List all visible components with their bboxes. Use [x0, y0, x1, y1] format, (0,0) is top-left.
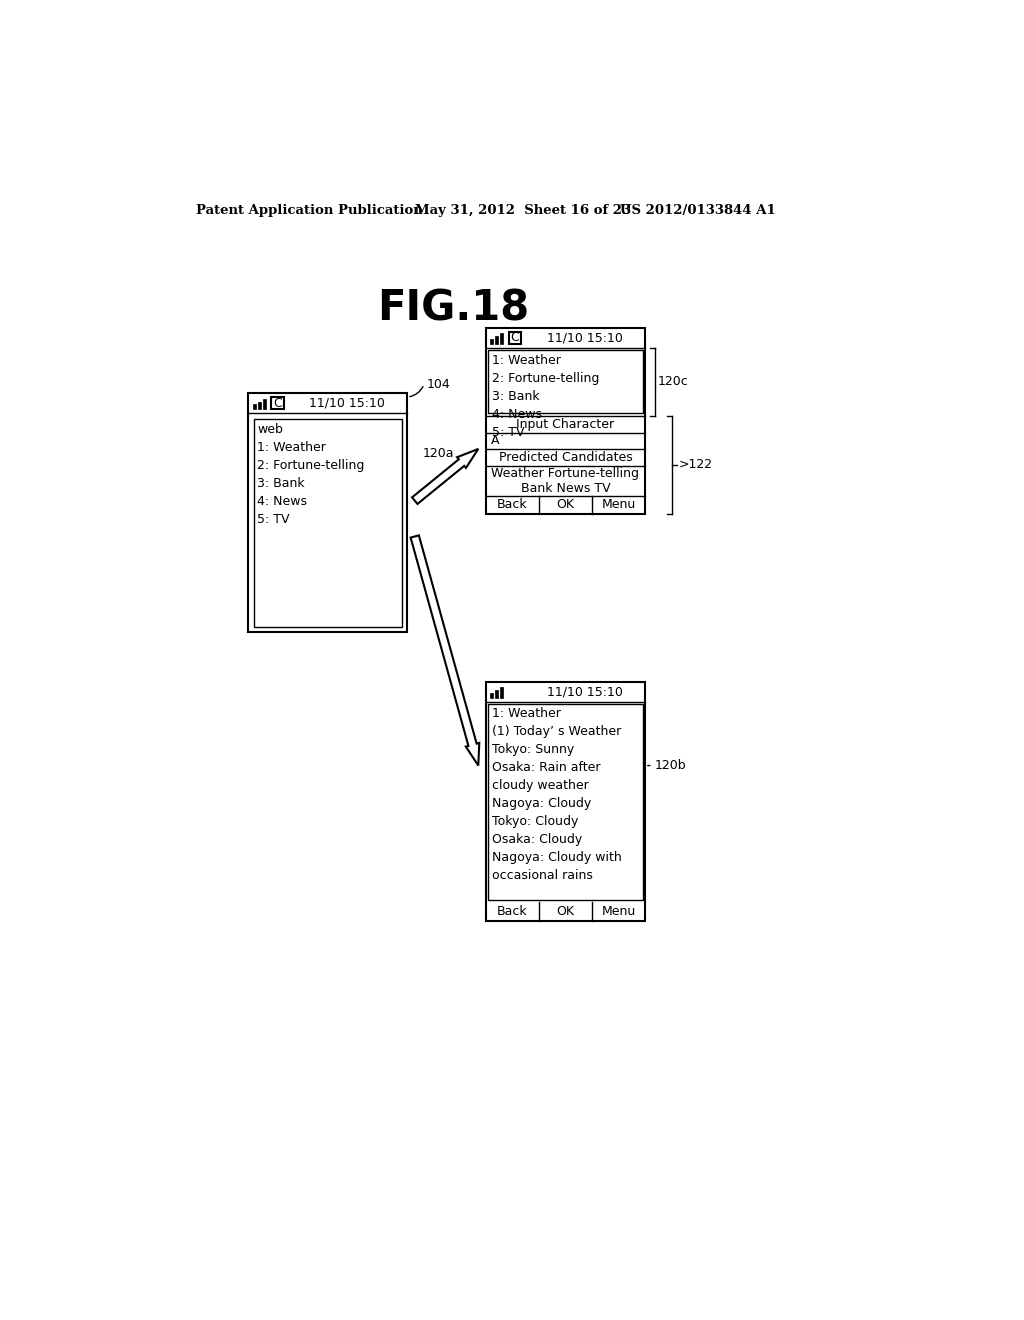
Text: 120c: 120c [658, 375, 689, 388]
Bar [489, 339, 493, 345]
Text: 120a: 120a [423, 446, 455, 459]
Text: 1: Weather
2: Fortune-telling
3: Bank
4: News
5: TV: 1: Weather 2: Fortune-telling 3: Bank 4:… [493, 354, 600, 440]
Bar [263, 399, 266, 409]
Bar [486, 327, 645, 515]
Text: Back: Back [498, 499, 527, 511]
Bar [495, 337, 498, 345]
Text: Back: Back [498, 906, 527, 917]
Text: Menu: Menu [601, 906, 636, 917]
Text: OK: OK [556, 906, 574, 917]
Text: C: C [510, 331, 519, 345]
Text: 11/10 15:10: 11/10 15:10 [308, 397, 385, 409]
Bar [253, 404, 256, 409]
Text: FIG.18: FIG.18 [378, 288, 529, 330]
Text: Weather Fortune-telling
Bank News TV: Weather Fortune-telling Bank News TV [492, 467, 639, 495]
Bar [509, 331, 521, 345]
Text: Menu: Menu [601, 499, 636, 511]
Bar [500, 333, 503, 345]
Text: 1: Weather
(1) Today’ s Weather
Tokyo: Sunny
Osaka: Rain after
cloudy weather
Na: 1: Weather (1) Today’ s Weather Tokyo: S… [493, 708, 622, 882]
Bar [495, 690, 498, 698]
Bar [258, 401, 261, 409]
Bar [489, 693, 493, 698]
Text: C: C [273, 397, 282, 409]
Text: A: A [490, 434, 500, 447]
Text: web
1: Weather
2: Fortune-telling
3: Bank
4: News
5: TV: web 1: Weather 2: Fortune-telling 3: Ban… [257, 424, 365, 527]
Text: May 31, 2012  Sheet 16 of 23: May 31, 2012 Sheet 16 of 23 [415, 205, 631, 218]
Bar [488, 350, 643, 413]
Text: US 2012/0133844 A1: US 2012/0133844 A1 [621, 205, 776, 218]
Text: OK: OK [556, 499, 574, 511]
Bar [500, 688, 503, 698]
Bar [271, 397, 284, 409]
Text: 11/10 15:10: 11/10 15:10 [547, 331, 623, 345]
Text: 120b: 120b [654, 759, 686, 772]
Bar [488, 705, 643, 900]
Bar [486, 682, 645, 921]
Text: Patent Application Publication: Patent Application Publication [197, 205, 423, 218]
Text: 104: 104 [426, 378, 451, 391]
Polygon shape [412, 449, 478, 504]
Text: 11/10 15:10: 11/10 15:10 [547, 685, 623, 698]
Bar [254, 418, 401, 627]
Text: Input Character: Input Character [516, 417, 614, 430]
Text: Predicted Candidates: Predicted Candidates [499, 451, 633, 465]
Bar [248, 393, 407, 632]
Polygon shape [411, 536, 479, 766]
Text: >122: >122 [678, 458, 713, 471]
